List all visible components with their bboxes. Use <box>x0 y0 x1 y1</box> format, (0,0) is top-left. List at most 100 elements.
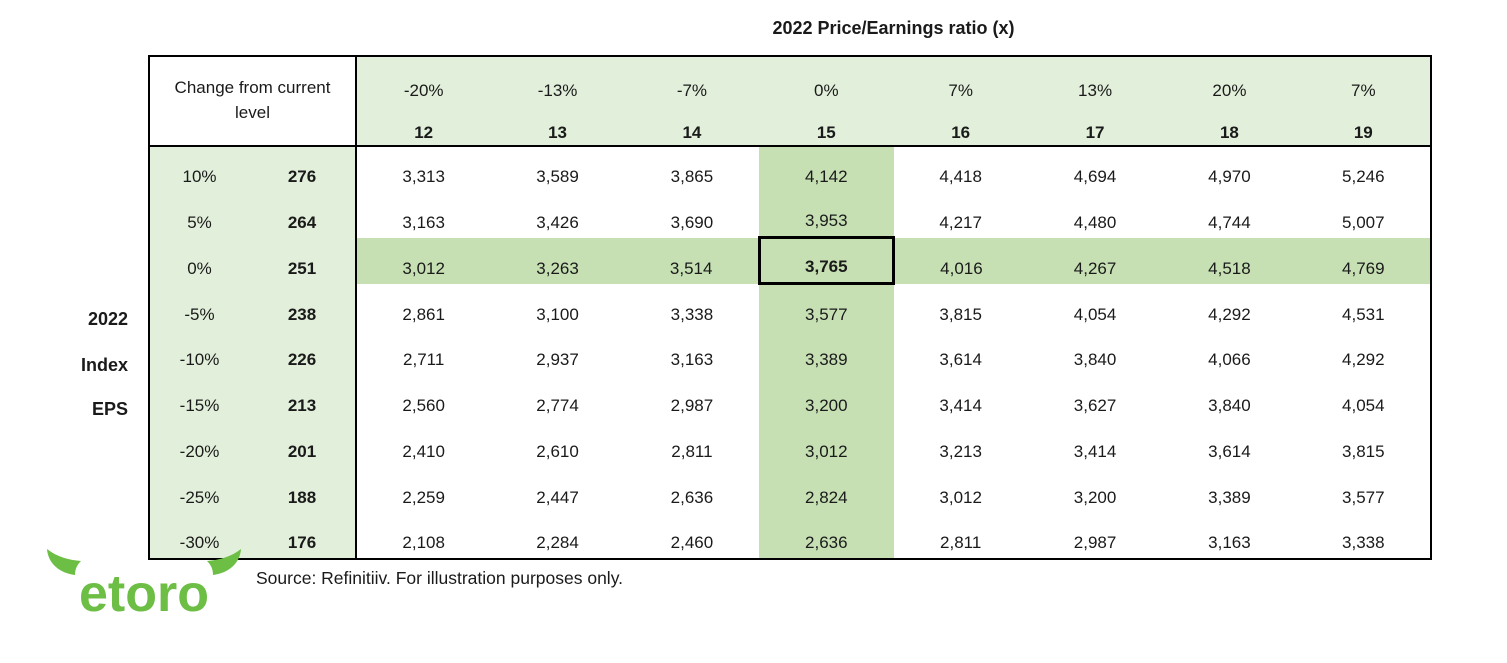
index-level-cell: 4,418 <box>893 146 1028 192</box>
index-level-cell: 3,163 <box>624 329 760 376</box>
column-header: 13% 17 <box>1027 56 1163 147</box>
index-level-cell: 2,259 <box>356 467 491 514</box>
index-level-cell: 2,774 <box>490 375 625 422</box>
index-level-cell: 2,410 <box>356 421 491 468</box>
index-level-cell: 2,987 <box>1027 513 1163 560</box>
eps-value-cell: 226 <box>249 329 357 376</box>
index-level-cell: 3,614 <box>1162 421 1297 468</box>
table-row: 5% 264 3,163 3,426 3,690 3,953 4,217 4,480 4,744… <box>149 191 1431 238</box>
index-level-cell: 3,614 <box>893 329 1028 376</box>
index-level-cell: 3,012 <box>356 237 491 284</box>
index-level-cell: 3,953 <box>759 191 894 238</box>
index-level-cell: 3,163 <box>1162 513 1297 560</box>
change-level-cell: -25% <box>149 467 249 514</box>
index-level-cell: 3,338 <box>624 283 760 330</box>
index-level-cell: 3,765 <box>757 236 896 286</box>
etoro-logo: etoro <box>47 549 241 623</box>
change-level-cell: -20% <box>149 421 249 468</box>
eps-value-cell: 238 <box>249 283 357 330</box>
row-axis-label: 2022 Index EPS <box>36 0 128 663</box>
index-level-cell: 3,100 <box>490 283 625 330</box>
chart-title: 2022 Price/Earnings ratio (x) <box>772 18 1015 38</box>
index-level-cell: 4,016 <box>893 237 1028 284</box>
index-level-cell: 3,313 <box>356 146 491 192</box>
index-level-cell: 2,560 <box>356 375 491 422</box>
pe-multiple-label: 12 <box>414 123 434 142</box>
index-level-cell: 2,811 <box>893 513 1028 560</box>
table-row: 10% 276 3,313 3,589 3,865 4,142 4,418 4,694 4,97… <box>149 146 1431 192</box>
pe-multiple-label: 17 <box>1085 123 1105 142</box>
index-level-cell: 4,142 <box>759 146 894 192</box>
index-level-cell: 2,284 <box>490 513 625 560</box>
source-note: Source: Refinitiiv. For illustration pur… <box>256 568 624 588</box>
row-axis-label-line: 2022 <box>87 309 128 329</box>
index-level-cell: 3,389 <box>759 329 894 376</box>
table-row: -5% 238 2,861 3,100 3,338 3,577 3,815 4,054 4,29… <box>149 283 1431 330</box>
index-level-cell: 3,690 <box>624 191 760 238</box>
index-level-cell: 3,840 <box>1027 329 1163 376</box>
index-level-cell: 4,054 <box>1296 375 1431 422</box>
index-level-cell: 4,054 <box>1027 283 1163 330</box>
index-level-cell: 4,480 <box>1027 191 1163 238</box>
table-row: -15% 213 2,560 2,774 2,987 3,200 3,414 3,627 3,8… <box>149 375 1431 422</box>
eps-value-cell: 276 <box>249 146 357 192</box>
eps-value-cell: 264 <box>249 191 357 238</box>
change-level-cell: 0% <box>149 237 249 284</box>
corner-header: Change from current level <box>149 56 357 147</box>
index-level-cell: 2,610 <box>490 421 625 468</box>
pe-multiple-label: 15 <box>816 123 836 142</box>
change-level-cell: -10% <box>149 329 249 376</box>
logo-wordmark: etoro <box>79 565 209 623</box>
pe-change-label: 20% <box>1212 81 1247 100</box>
right-horn-icon <box>207 549 241 575</box>
index-level-cell: 3,012 <box>893 467 1028 514</box>
index-level-cell: 3,389 <box>1162 467 1297 514</box>
index-level-cell: 3,426 <box>490 191 625 238</box>
index-level-cell: 3,012 <box>759 421 894 468</box>
row-axis-label-line: EPS <box>91 399 128 419</box>
index-level-cell: 4,292 <box>1162 283 1297 330</box>
index-level-cell: 5,007 <box>1296 191 1431 238</box>
index-level-cell: 4,066 <box>1162 329 1297 376</box>
index-level-cell: 2,937 <box>490 329 625 376</box>
table-body: 10% 276 3,313 3,589 3,865 4,142 4,418 4,694 4,97… <box>149 146 1431 560</box>
index-level-cell: 3,589 <box>490 146 625 192</box>
index-level-cell: 3,577 <box>759 283 894 330</box>
index-level-cell: 4,217 <box>893 191 1028 238</box>
table-row: 0% 251 3,012 3,263 3,514 3,765 4,016 4,267 4,518… <box>149 236 1431 286</box>
eps-value-cell: 201 <box>249 421 357 468</box>
index-level-cell: 3,815 <box>1296 421 1431 468</box>
eps-value-cell: 176 <box>249 513 357 560</box>
index-level-cell: 4,518 <box>1162 237 1297 284</box>
index-level-cell: 5,246 <box>1296 146 1431 192</box>
index-level-cell: 3,577 <box>1296 467 1431 514</box>
column-header: 0% 15 <box>759 56 894 147</box>
table-row: -10% 226 2,711 2,937 3,163 3,389 3,614 3,840 4,0… <box>149 329 1431 376</box>
index-level-cell: 3,200 <box>759 375 894 422</box>
index-level-cell: 2,460 <box>624 513 760 560</box>
index-level-cell: 4,531 <box>1296 283 1431 330</box>
index-level-cell: 2,108 <box>356 513 491 560</box>
column-header: -13% 13 <box>490 56 625 147</box>
index-level-cell: 4,744 <box>1162 191 1297 238</box>
index-level-cell: 2,636 <box>624 467 760 514</box>
column-header: -20% 12 <box>356 56 491 147</box>
index-level-cell: 3,200 <box>1027 467 1163 514</box>
change-level-cell: -5% <box>149 283 249 330</box>
change-level-cell: -15% <box>149 375 249 422</box>
index-level-cell: 3,815 <box>893 283 1028 330</box>
pe-sensitivity-table: Change from current level -20% 12 -13% 13 -7… <box>148 55 1432 561</box>
pe-change-label: -20% <box>403 81 444 100</box>
table-row: -30% 176 2,108 2,284 2,460 2,636 2,811 2,987 3,1… <box>149 513 1431 560</box>
index-level-cell: 3,414 <box>893 375 1028 422</box>
header-row: Change from current level -20% 12 -13% 13 -7… <box>149 56 1431 147</box>
pe-multiple-label: 18 <box>1219 123 1239 142</box>
pe-change-label: 0% <box>814 81 839 100</box>
change-level-cell: 10% <box>149 146 249 192</box>
pe-multiple-label: 19 <box>1353 123 1373 142</box>
table-row: -25% 188 2,259 2,447 2,636 2,824 3,012 3,200 3,3… <box>149 467 1431 514</box>
index-level-cell: 4,970 <box>1162 146 1297 192</box>
pe-change-label: 7% <box>948 81 973 100</box>
change-level-cell: 5% <box>149 191 249 238</box>
